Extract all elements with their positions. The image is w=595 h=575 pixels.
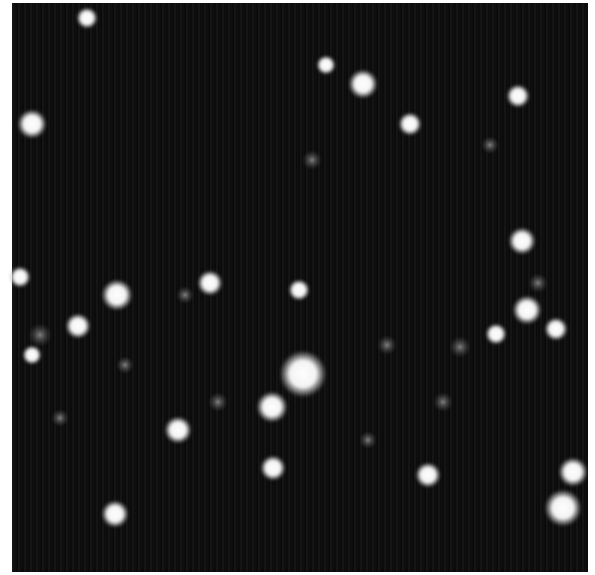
page-body <box>0 0 595 575</box>
page: {} html, body { margin: 0; padding: 0; b… <box>0 0 595 575</box>
star-field-image <box>0 0 595 575</box>
